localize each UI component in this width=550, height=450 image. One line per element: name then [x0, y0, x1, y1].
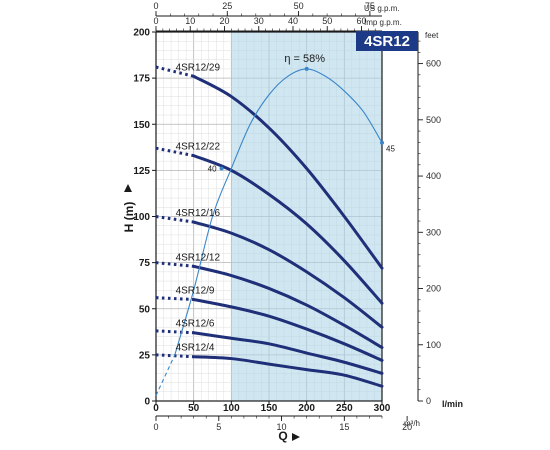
pump-curve-4SR12-12 [192, 264, 384, 349]
x-axis-title: Q [278, 429, 287, 443]
y-tick-label: 25 [139, 350, 151, 361]
y-axis-title: H (m) [122, 202, 136, 233]
curve-label-4SR12-29: 4SR12/29 [176, 62, 221, 73]
feet-tick-label: 100 [426, 340, 441, 350]
us-gpm-axis-tick-label: 0 [153, 1, 158, 11]
feet-tick-label: 600 [426, 59, 441, 69]
imp-gpm-unit-label: Imp g.p.m. [364, 18, 402, 27]
pump-curve-4SR12-9 [192, 298, 384, 362]
pump-curve-4SR12-6 [192, 331, 384, 375]
m3h-axis-tick-label: 5 [216, 422, 221, 432]
pump-curves [155, 65, 384, 388]
imp-gpm-axis-tick-label: 0 [153, 16, 158, 26]
us-gpm-unit-label: US g.p.m. [364, 4, 400, 13]
x-tick-label: 300 [374, 403, 391, 414]
pump-curve-dotted-4SR12-12 [155, 261, 194, 268]
pump-curve-4SR12-22 [192, 154, 384, 305]
chart-title: 4SR12 [364, 33, 410, 50]
y-tick-label: 125 [133, 166, 150, 177]
pump-curve-4SR12-4 [192, 355, 384, 388]
y-tick-label: 100 [133, 212, 150, 223]
y-tick-label: 175 [133, 74, 150, 85]
x-tick-label: 0 [153, 403, 159, 414]
efficiency-point-marker [219, 166, 224, 171]
efficiency-curve [174, 68, 383, 356]
x-tick-label: 200 [298, 403, 315, 414]
efficiency-curve-group [155, 66, 384, 396]
us-gpm-axis-tick-label: 50 [294, 1, 304, 11]
imp-gpm-axis-tick-label: 60 [356, 16, 366, 26]
x-axis-arrow [292, 433, 300, 441]
curve-label-4SR12-12: 4SR12/12 [176, 252, 221, 263]
x-tick-label: 250 [336, 403, 353, 414]
axes: 0 50 100 150 200 250 3000255075100125150175200… [124, 1, 441, 441]
efficiency-point-label: 40 [208, 165, 217, 174]
us-gpm-axis-tick-label: 75 [365, 1, 375, 11]
curve-label-4SR12-22: 4SR12/22 [176, 142, 221, 153]
y-axis-arrow [124, 184, 132, 192]
m3h-axis-tick-label: 10 [277, 422, 287, 432]
us-gpm-axis-tick-label: 25 [222, 1, 232, 11]
m3h-axis-tick-label: 15 [339, 422, 349, 432]
efficiency-curve-dashed [155, 354, 176, 396]
y-tick-label: 200 [133, 28, 150, 39]
efficiency-peak-marker [304, 66, 309, 71]
feet-tick-label: 200 [426, 284, 441, 294]
imp-gpm-axis-tick-label: 30 [254, 16, 264, 26]
feet-tick-label: 500 [426, 115, 441, 125]
curve-label-4SR12-4: 4SR12/4 [176, 343, 215, 354]
x-tick-label: 50 [188, 403, 200, 414]
pump-curve-dotted-4SR12-6 [155, 329, 194, 335]
pump-curve-4SR12-29 [192, 74, 384, 270]
m3h-axis-tick-label: 0 [153, 422, 158, 432]
x-tick-label: 150 [261, 403, 278, 414]
efficiency-label: η = 58% [284, 53, 325, 65]
title-badge-background [356, 31, 418, 51]
pump-curve-dotted-4SR12-16 [155, 215, 194, 224]
curve-label-4SR12-9: 4SR12/9 [176, 286, 215, 297]
labels: 4SR12/29 4SR12/22 4SR12/16 4SR12/12 4SR12/9 4… [176, 53, 396, 354]
imp-gpm-axis-tick-label: 50 [322, 16, 332, 26]
pump-curve-dotted-4SR12-29 [155, 65, 195, 78]
y-tick-label: 150 [133, 120, 150, 131]
operating-range-band [231, 32, 382, 401]
imp-gpm-axis-tick-label: 10 [185, 16, 195, 26]
curve-label-4SR12-6: 4SR12/6 [176, 319, 215, 330]
feet-unit-label: feet [425, 31, 439, 40]
efficiency-point-label: 45 [386, 145, 395, 154]
operating-range-fill [231, 32, 382, 401]
feet-tick-label: 400 [426, 171, 441, 181]
x-tick-label: 100 [223, 403, 240, 414]
m3h-axis-tick-label: 20 [402, 422, 412, 432]
y-tick-label: 0 [144, 397, 150, 408]
pump-curve-dotted-4SR12-9 [155, 296, 194, 302]
efficiency-point-marker [380, 140, 384, 145]
imp-gpm-axis-tick-label: 40 [288, 16, 298, 26]
feet-tick-label: 300 [426, 227, 441, 237]
m3h-unit-label: m³/h [404, 419, 420, 428]
x-unit-label: l/min [442, 399, 463, 409]
title-badge: 4SR12 [356, 31, 418, 51]
curve-label-4SR12-16: 4SR12/16 [176, 208, 221, 219]
imp-gpm-axis-tick-label: 20 [219, 16, 229, 26]
y-tick-label: 75 [139, 258, 151, 269]
y-tick-label: 50 [139, 304, 151, 315]
pump-curve-dotted-4SR12-22 [155, 146, 194, 158]
feet-tick-label: 0 [426, 396, 431, 406]
pump-curve-4SR12-16 [192, 220, 384, 329]
